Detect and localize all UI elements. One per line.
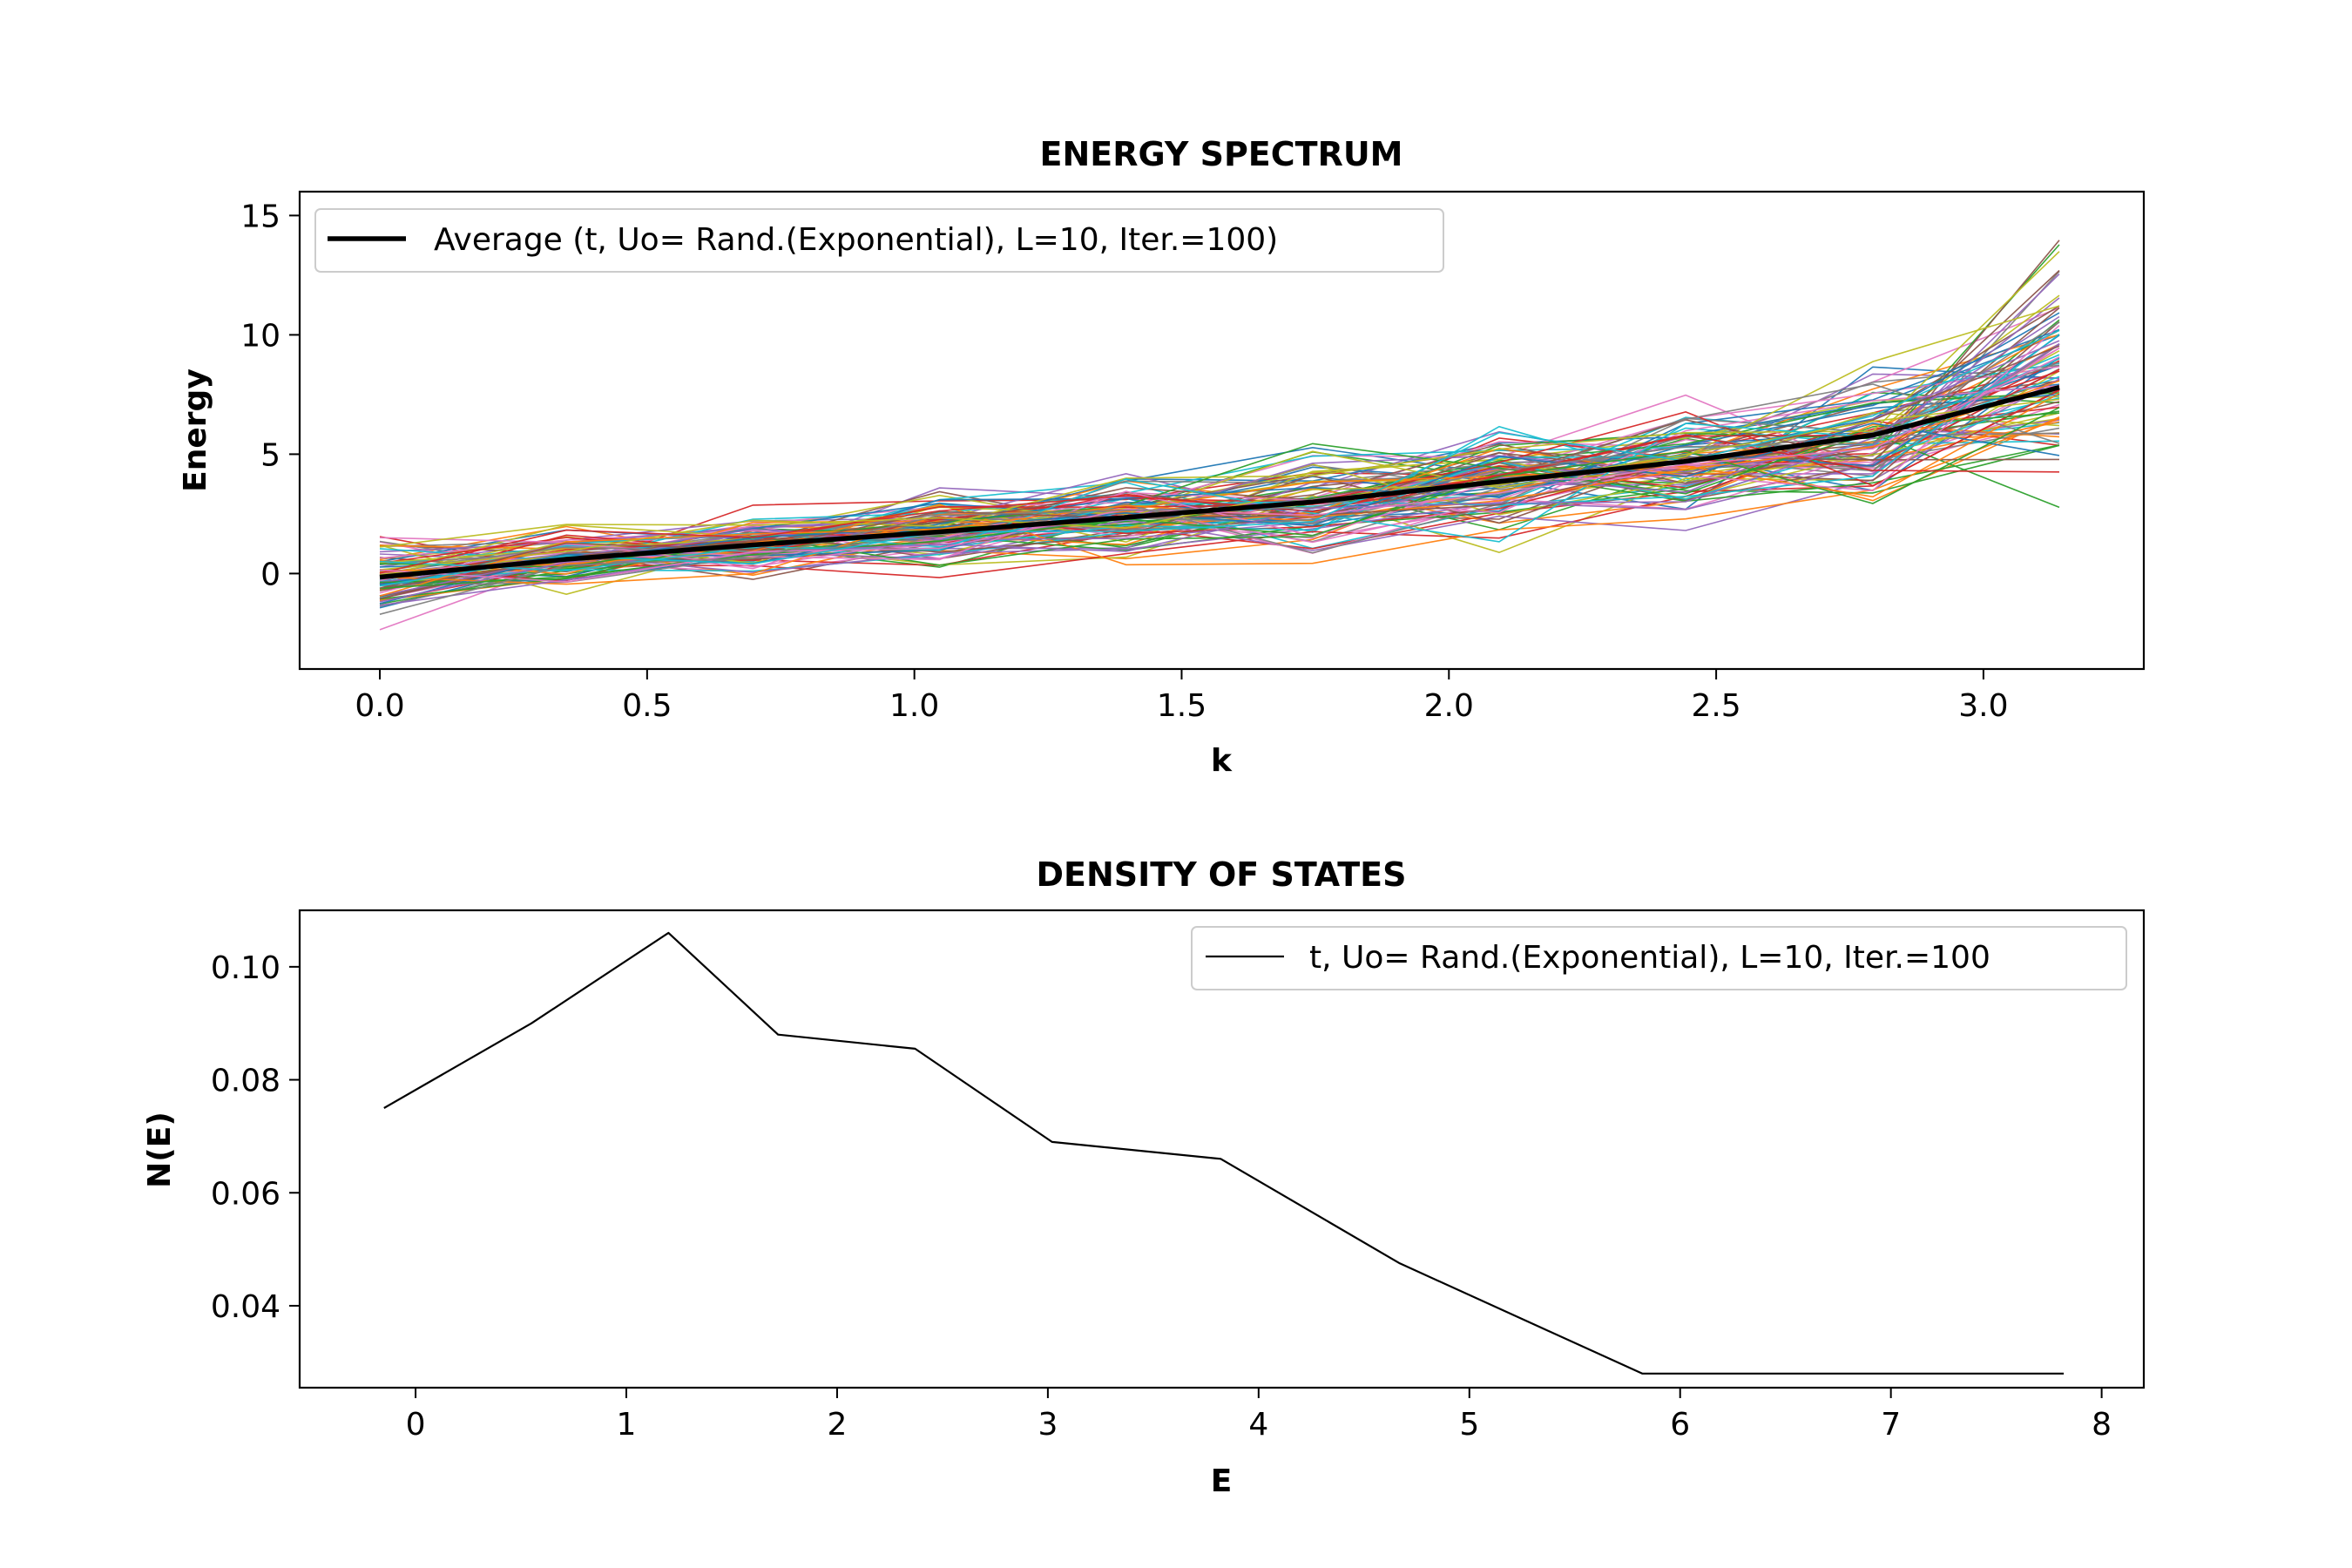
energy-spectrum-chart: ENERGY SPECTRUM 0.0 0.5 1.0 1.5 2.0 2.5 3.0 0 5… bbox=[178, 135, 2146, 779]
energy-run-line bbox=[379, 345, 2060, 589]
energy-x-tick-label: 0.0 bbox=[355, 688, 404, 724]
energy-x-tick-label: 2.0 bbox=[1424, 688, 1474, 724]
dos-y-ticks: 0.04 0.06 0.08 0.10 bbox=[211, 950, 300, 1325]
energy-x-ticks: 0.0 0.5 1.0 1.5 2.0 2.5 3.0 bbox=[355, 669, 2009, 724]
energy-x-tick-label: 3.0 bbox=[1958, 688, 2008, 724]
energy-legend-box bbox=[314, 208, 1444, 273]
dos-plot-frame bbox=[298, 909, 2146, 1389]
energy-x-tick-label: 1.0 bbox=[889, 688, 939, 724]
energy-run-line bbox=[379, 251, 2060, 571]
dos-x-tick-label: 4 bbox=[1248, 1407, 1268, 1443]
energy-y-tick-label: 15 bbox=[240, 199, 280, 234]
energy-spectrum-title: ENERGY SPECTRUM bbox=[1040, 135, 1403, 173]
energy-plot-frame bbox=[298, 190, 2146, 671]
energy-run-line bbox=[379, 385, 2060, 579]
energy-y-tick-label: 0 bbox=[260, 557, 280, 592]
energy-run-line bbox=[379, 305, 2060, 564]
dos-x-tick-label: 2 bbox=[828, 1407, 848, 1443]
energy-y-tick-label: 10 bbox=[240, 318, 280, 354]
dos-y-tick-label: 0.10 bbox=[211, 950, 280, 986]
energy-run-line bbox=[379, 329, 2060, 587]
energy-run-line bbox=[379, 444, 2060, 584]
energy-average-line bbox=[379, 385, 2060, 580]
energy-run-line bbox=[379, 407, 2060, 590]
energy-legend-label: Average (t, Uo= Rand.(Exponential), L=10… bbox=[434, 222, 1278, 258]
energy-individual-runs bbox=[379, 240, 2060, 631]
dos-x-tick-label: 1 bbox=[617, 1407, 637, 1443]
energy-x-axis-label: k bbox=[1211, 743, 1233, 779]
energy-run-line bbox=[379, 432, 2060, 587]
energy-y-axis-label: Energy bbox=[178, 368, 213, 492]
dos-x-tick-label: 8 bbox=[2092, 1407, 2112, 1443]
energy-run-line bbox=[379, 358, 2060, 571]
dos-legend-label: t, Uo= Rand.(Exponential), L=10, Iter.=1… bbox=[1309, 940, 1990, 976]
energy-x-tick-label: 1.5 bbox=[1157, 688, 1206, 724]
dos-x-tick-label: 5 bbox=[1459, 1407, 1479, 1443]
dos-legend-box bbox=[1191, 926, 2127, 990]
dos-x-axis-label: E bbox=[1211, 1463, 1233, 1499]
energy-run-line bbox=[379, 434, 2060, 574]
dos-y-tick-label: 0.04 bbox=[211, 1289, 280, 1325]
energy-legend: Average (t, Uo= Rand.(Exponential), L=10… bbox=[314, 208, 1444, 273]
dos-title: DENSITY OF STATES bbox=[1036, 855, 1406, 894]
energy-run-line bbox=[379, 440, 2060, 582]
dos-legend: t, Uo= Rand.(Exponential), L=10, Iter.=1… bbox=[1191, 926, 2127, 990]
dos-x-tick-label: 0 bbox=[406, 1407, 426, 1443]
dos-x-tick-label: 3 bbox=[1037, 1407, 1058, 1443]
dos-x-tick-label: 7 bbox=[1881, 1407, 1901, 1443]
energy-run-line bbox=[379, 356, 2060, 583]
energy-x-tick-label: 2.5 bbox=[1691, 688, 1740, 724]
dos-x-ticks: 0 1 2 3 4 5 6 7 8 bbox=[406, 1388, 2112, 1443]
dos-x-tick-label: 6 bbox=[1670, 1407, 1690, 1443]
dos-y-tick-label: 0.08 bbox=[211, 1064, 280, 1099]
dos-y-tick-label: 0.06 bbox=[211, 1176, 280, 1212]
dos-y-axis-label: N(E) bbox=[142, 1112, 178, 1188]
dos-line bbox=[383, 931, 2065, 1375]
density-of-states-chart: DENSITY OF STATES 0 1 2 3 4 5 6 7 8 0.04 0.06 0.08… bbox=[142, 855, 2146, 1499]
energy-y-tick-label: 5 bbox=[260, 437, 280, 473]
energy-x-tick-label: 0.5 bbox=[622, 688, 672, 724]
energy-y-ticks: 0 5 10 15 bbox=[240, 199, 300, 592]
